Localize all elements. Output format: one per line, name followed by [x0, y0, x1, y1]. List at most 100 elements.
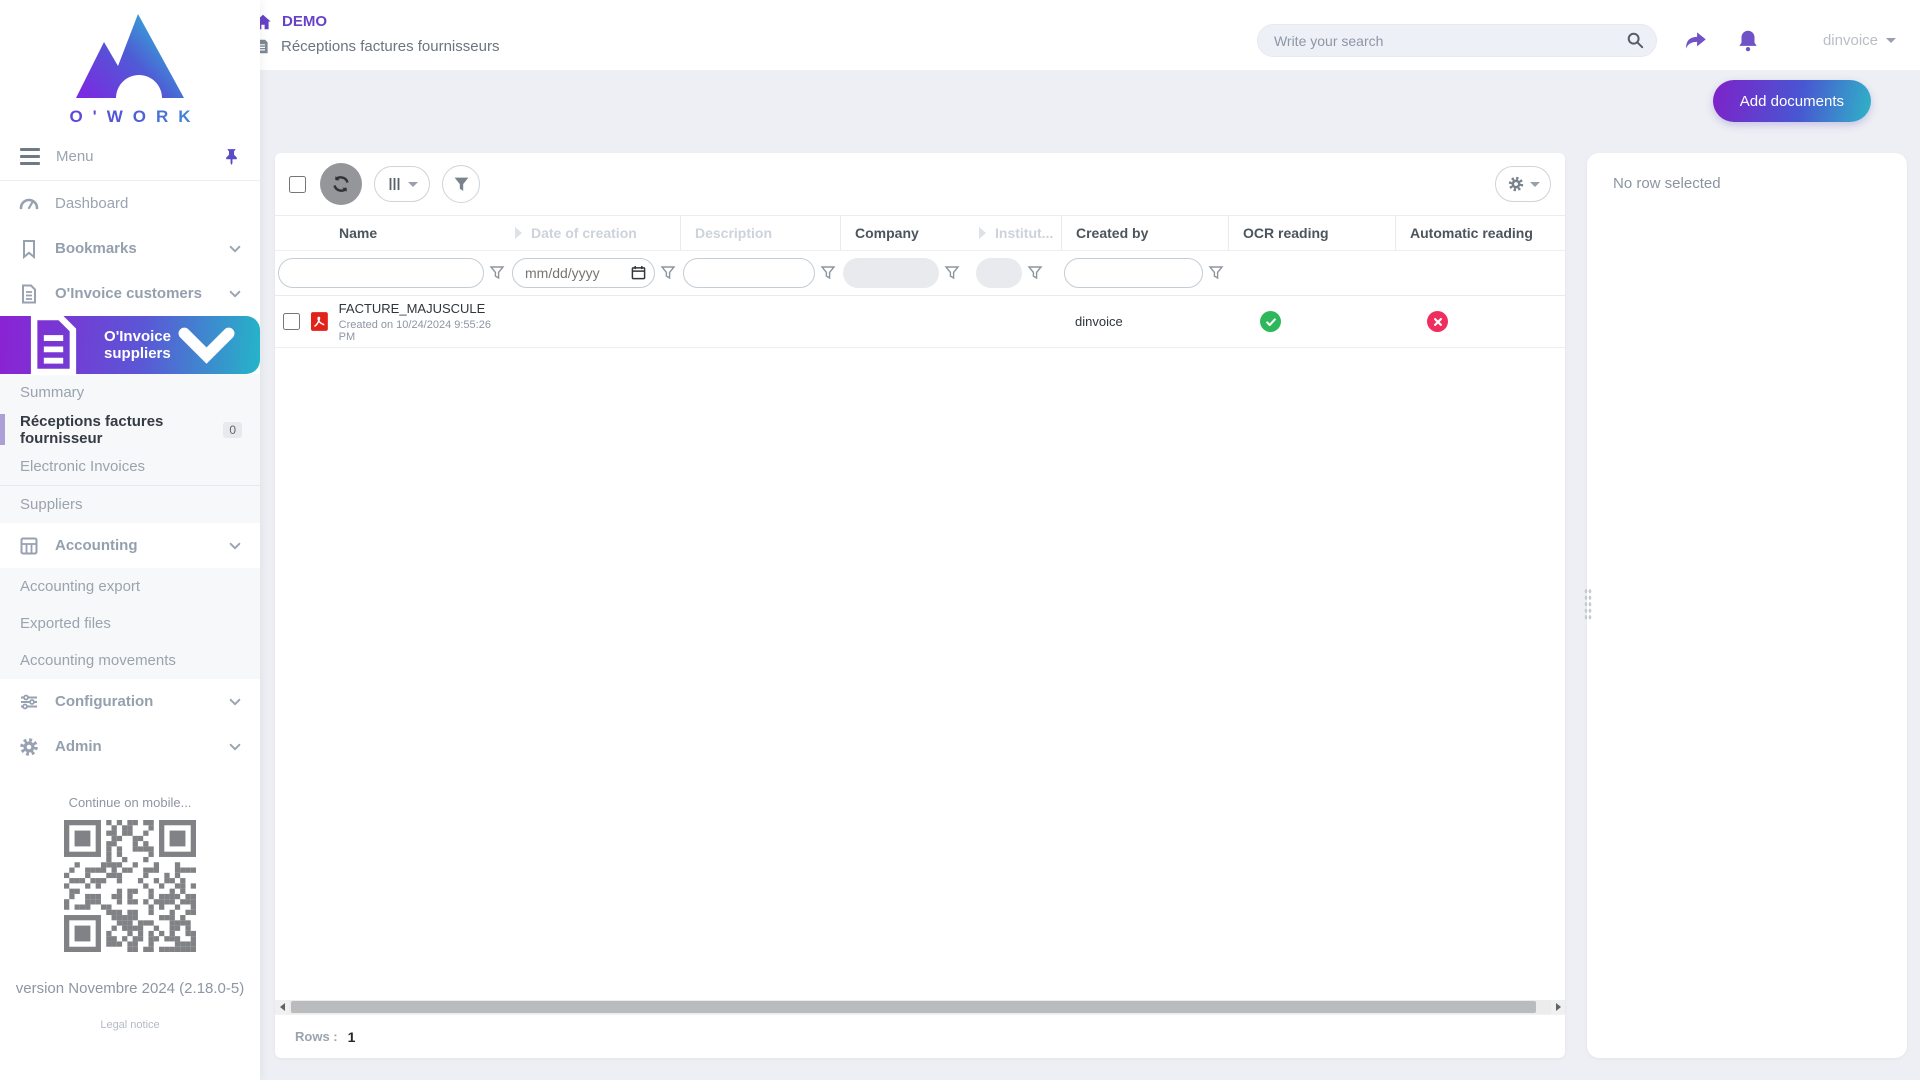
chevron-down-icon	[229, 698, 241, 706]
topbar-actions: dinvoice	[1256, 9, 1900, 70]
table-row[interactable]: FACTURE_MAJUSCULE Created on 10/24/2024 …	[275, 296, 1565, 348]
version-label: version Novembre 2024 (2.18.0-5)	[15, 980, 245, 997]
sort-triangle-icon	[979, 227, 986, 239]
cell-created-by: dinvoice	[1075, 314, 1123, 329]
breadcrumb-home[interactable]: DEMO	[254, 9, 499, 34]
pin-icon[interactable]	[223, 148, 240, 165]
select-all-checkbox[interactable]	[289, 175, 306, 193]
filter-date-input[interactable]	[512, 258, 655, 288]
accounting-subnav: Accounting export Exported files Account…	[0, 568, 260, 679]
action-bar: Add documents	[260, 70, 1920, 153]
add-documents-button[interactable]: Add documents	[1712, 80, 1871, 122]
sidebar-item-oinvoice-customers[interactable]: O'Invoice customers	[0, 271, 260, 316]
filter-description-input[interactable]	[683, 258, 815, 288]
chevron-down-icon	[229, 542, 241, 550]
sidebar-item-oinvoice-suppliers[interactable]: O'Invoice suppliers	[0, 314, 260, 376]
scrollbar-thumb[interactable]	[291, 1001, 1537, 1013]
check-icon	[1265, 317, 1276, 326]
sidebar-item-admin[interactable]: Admin	[0, 724, 260, 769]
search-input[interactable]	[1256, 24, 1657, 57]
brand-name: O'WORK	[0, 107, 260, 127]
sidebar-nav: Dashboard Bookmarks O'Invoice customers	[0, 181, 260, 769]
chevron-down-icon	[229, 743, 241, 751]
no-row-selected-text: No row selected	[1613, 175, 1721, 192]
share-icon[interactable]	[1683, 28, 1709, 54]
sidebar-item-exported-files[interactable]: Exported files	[20, 615, 111, 632]
legal-notice-link[interactable]: Legal notice	[100, 1019, 160, 1031]
automatic-error-icon	[1427, 311, 1448, 332]
row-checkbox[interactable]	[283, 313, 300, 330]
filter-icon[interactable]	[944, 265, 960, 281]
search-icon[interactable]	[1626, 31, 1644, 49]
sidebar-item-configuration[interactable]: Configuration	[0, 679, 260, 724]
filter-icon[interactable]	[1208, 265, 1224, 281]
sidebar-item-accounting[interactable]: Accounting	[0, 523, 260, 568]
suppliers-subnav: Summary Réceptions factures fournisseur …	[0, 374, 260, 523]
sidebar-item-bookmarks[interactable]: Bookmarks	[0, 226, 260, 271]
filter-cell-name	[275, 251, 509, 295]
brand-logo: O'WORK	[0, 0, 260, 133]
dashboard-icon	[19, 198, 39, 209]
column-header-institution[interactable]: Institut...	[973, 216, 1061, 250]
column-header-description[interactable]: Description	[680, 216, 840, 250]
topbar: DEMO Réceptions factures fournisseurs	[255, 0, 1920, 70]
sidebar-item-suppliers[interactable]: Suppliers	[20, 496, 83, 513]
table-empty-space	[275, 348, 1565, 1000]
arrow-left-icon	[279, 1003, 285, 1011]
sidebar-item-electronic-invoices[interactable]: Electronic Invoices	[20, 458, 146, 475]
sidebar-item-dashboard[interactable]: Dashboard	[0, 181, 260, 226]
column-header-ocr-reading[interactable]: OCR reading	[1228, 216, 1395, 250]
column-header-date-of-creation[interactable]: Date of creation	[509, 216, 680, 250]
column-header-name[interactable]: Name	[339, 225, 378, 241]
document-name[interactable]: FACTURE_MAJUSCULE	[338, 300, 486, 316]
table-filter-row	[275, 251, 1565, 296]
cell-institution	[973, 296, 1061, 347]
horizontal-scrollbar	[275, 1000, 1565, 1014]
mobile-hint: Continue on mobile...	[68, 795, 192, 810]
document-icon	[22, 284, 36, 303]
column-header-automatic-reading[interactable]: Automatic reading	[1395, 216, 1565, 250]
filter-button[interactable]	[442, 165, 480, 203]
sort-triangle-icon	[515, 227, 522, 239]
columns-button[interactable]	[374, 166, 430, 202]
accounting-icon	[20, 537, 38, 554]
refresh-icon	[333, 176, 349, 192]
filter-icon[interactable]	[660, 265, 676, 281]
filter-created-by-input[interactable]	[1064, 258, 1203, 288]
sidebar-item-accounting-movements[interactable]: Accounting movements	[20, 652, 176, 669]
menu-icon[interactable]	[20, 148, 40, 165]
bell-icon[interactable]	[1735, 28, 1761, 54]
filter-icon[interactable]	[1027, 265, 1043, 281]
divider	[0, 485, 260, 486]
sidebar-item-accounting-export[interactable]: Accounting export	[20, 578, 141, 595]
table-footer: Rows : 1	[275, 1014, 1565, 1058]
details-panel: No row selected	[1587, 153, 1907, 1058]
cell-name: FACTURE_MAJUSCULE Created on 10/24/2024 …	[275, 296, 509, 347]
sidebar-item-summary[interactable]: Summary	[20, 384, 85, 401]
pdf-icon	[310, 312, 328, 331]
table-settings-button[interactable]	[1495, 166, 1551, 202]
cell-date	[509, 296, 680, 347]
scrollbar-track[interactable]	[289, 1000, 1551, 1014]
filter-icon[interactable]	[820, 265, 836, 281]
user-menu[interactable]: dinvoice	[1823, 32, 1896, 49]
filter-icon	[454, 177, 468, 191]
sidebar-footer: Continue on mobile... version Novembre 2…	[0, 795, 260, 1031]
main-area: DEMO Réceptions factures fournisseurs	[255, 0, 1920, 1080]
scroll-left-button[interactable]	[275, 1000, 289, 1014]
panel-resize-handle[interactable]	[1584, 588, 1592, 620]
bookmark-icon	[23, 239, 35, 259]
calendar-icon[interactable]	[631, 265, 646, 280]
scroll-right-button[interactable]	[1551, 1000, 1565, 1014]
configuration-icon	[21, 694, 37, 709]
filter-name-input[interactable]	[278, 258, 484, 288]
filter-icon[interactable]	[489, 265, 505, 281]
cell-automatic-reading	[1395, 296, 1565, 347]
column-header-created-by[interactable]: Created by	[1061, 216, 1228, 250]
sidebar-item-receptions-factures[interactable]: Réceptions factures fournisseur 0	[0, 411, 260, 448]
chevron-down-icon	[229, 290, 241, 298]
table-toolbar	[275, 153, 1565, 216]
column-header-company[interactable]: Company	[840, 216, 973, 250]
receptions-count-badge: 0	[223, 421, 242, 438]
refresh-button[interactable]	[320, 163, 362, 205]
